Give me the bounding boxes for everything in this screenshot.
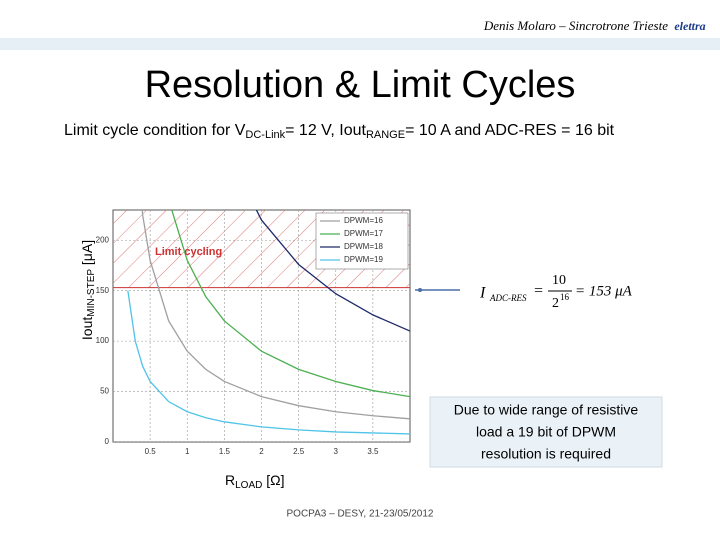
annotation: Limit cycling <box>155 246 222 258</box>
title: Resolution & Limit Cycles <box>145 64 576 106</box>
y-tick-label: 100 <box>96 336 110 345</box>
footer: POCPA3 – DESY, 21-23/05/2012 <box>287 509 434 520</box>
series-line <box>127 290 410 435</box>
x-tick-label: 2.5 <box>293 447 305 456</box>
x-tick-label: 3 <box>334 447 339 456</box>
svg-text:16: 16 <box>560 292 570 302</box>
svg-text:=: = <box>534 283 543 300</box>
series-line <box>255 210 410 332</box>
x-tick-label: 0.5 <box>145 447 157 456</box>
y-tick-label: 200 <box>96 235 110 244</box>
svg-text:= 153 μA: = 153 μA <box>575 283 633 299</box>
legend-label: DPWM=18 <box>344 242 383 251</box>
connector-dot <box>418 288 422 292</box>
header: Denis Molaro – Sincrotrone Trieste <box>483 18 668 33</box>
svg-text:10: 10 <box>552 273 566 288</box>
svg-text:load a 19 bit of DPWM: load a 19 bit of DPWM <box>476 424 616 440</box>
series-line <box>141 210 410 420</box>
formula: I ADC-RES = 10 2 16 = 153 μA <box>479 273 633 311</box>
svg-text:ADC-RES: ADC-RES <box>489 293 527 303</box>
y-tick-label: 0 <box>105 437 110 446</box>
y-axis-label: IoutMIN-STEP [μA] <box>79 240 97 340</box>
x-tick-label: 3.5 <box>367 447 379 456</box>
note: Due to wide range of resistive load a 19… <box>454 402 639 462</box>
x-tick-label: 1.5 <box>219 447 231 456</box>
svg-text:2: 2 <box>552 296 559 311</box>
legend-label: DPWM=16 <box>344 216 383 225</box>
series-line <box>171 210 410 398</box>
legend-label: DPWM=17 <box>344 229 383 238</box>
legend-label: DPWM=19 <box>344 255 383 264</box>
subtitle: Limit cycle condition for VDC-Link= 12 V… <box>64 122 615 141</box>
y-tick-label: 50 <box>100 387 109 396</box>
note-box <box>429 396 663 468</box>
logo: elettra <box>674 19 705 33</box>
x-tick-label: 1 <box>185 447 190 456</box>
header-band <box>0 38 720 50</box>
svg-text:resolution is required: resolution is required <box>481 446 611 462</box>
x-axis-label: RLOAD [Ω] <box>225 472 285 491</box>
svg-text:Due to wide range of resistive: Due to wide range of resistive <box>454 402 639 418</box>
y-tick-label: 150 <box>96 286 110 295</box>
x-tick-label: 2 <box>259 447 264 456</box>
svg-text:I: I <box>479 285 486 302</box>
